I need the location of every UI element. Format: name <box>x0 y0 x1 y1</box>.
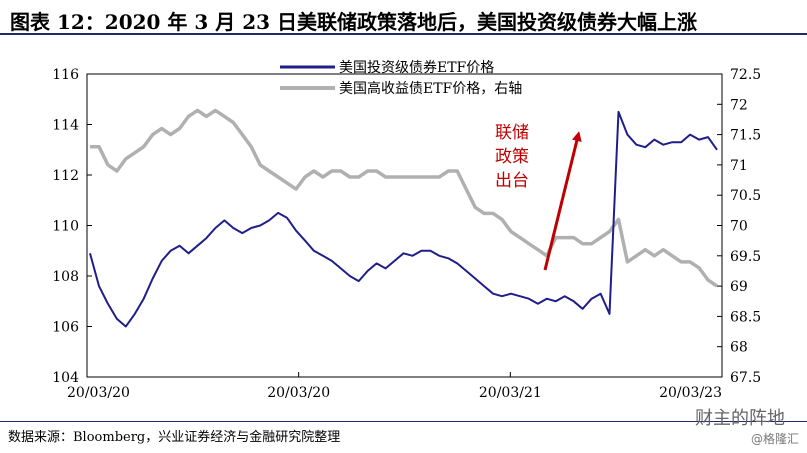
watermark-handle: @格隆汇 <box>750 432 799 446</box>
x-tick-label: 20/03/23 <box>659 385 722 401</box>
right-tick-label: 69.5 <box>730 249 761 265</box>
left-tick-label: 106 <box>52 320 79 336</box>
right-tick-label: 67.5 <box>730 370 761 386</box>
legend: 美国投资级债券ETF价格 美国高收益债ETF价格，右轴 <box>280 60 522 97</box>
right-tick-label: 70 <box>730 219 748 235</box>
right-tick-label: 71 <box>730 158 748 174</box>
right-tick-label: 72.5 <box>730 67 761 83</box>
x-axis: 20/03/20 20/03/20 20/03/21 20/03/23 <box>67 372 723 401</box>
source-note: 数据来源：Bloomberg，兴业证券经济与金融研究院整理 <box>8 430 341 445</box>
annotation-line: 出台 <box>495 171 529 191</box>
series-layer <box>89 108 718 328</box>
annotation-arrow <box>543 131 582 271</box>
legend-label-ig: 美国投资级债券ETF价格 <box>339 60 494 76</box>
right-tick-label: 68 <box>730 340 748 356</box>
left-tick-label: 114 <box>52 118 79 134</box>
left-tick-label: 108 <box>52 269 79 285</box>
x-tick-label: 20/03/21 <box>479 385 542 401</box>
right-tick-label: 70.5 <box>730 188 761 204</box>
plot-frame <box>86 73 723 378</box>
right-tick-label: 68.5 <box>730 309 761 325</box>
figure-title: 图表 12：2020 年 3 月 23 日美联储政策落地后，美国投资级债券大幅上… <box>10 10 698 34</box>
right-tick-label: 71.5 <box>730 128 761 144</box>
left-tick-label: 112 <box>52 168 79 184</box>
series-line-hy <box>90 108 718 288</box>
right-tick-label: 72 <box>730 97 748 113</box>
left-tick-label: 104 <box>52 370 79 386</box>
title-rule <box>0 33 807 35</box>
legend-label-hy: 美国高收益债ETF价格，右轴 <box>339 80 522 97</box>
watermark: 财主的阵地 <box>695 408 785 429</box>
left-tick-label: 110 <box>52 219 79 235</box>
annotation: 联储政策出台 <box>495 123 582 271</box>
right-tick-label: 69 <box>730 279 748 295</box>
source-rule <box>0 421 807 422</box>
left-tick-label: 116 <box>52 67 79 83</box>
right-axis: 67.5 68 68.5 69 69.5 70 70.5 71 71.5 72 72.5 <box>717 67 761 386</box>
x-tick-label: 20/03/20 <box>67 385 130 401</box>
annotation-text: 联储政策出台 <box>495 123 529 191</box>
annotation-line: 政策 <box>495 147 529 167</box>
x-tick-label: 20/03/20 <box>267 385 330 401</box>
series-line-ig <box>89 110 718 328</box>
left-axis: 104 106 108 110 112 114 116 <box>52 67 92 386</box>
annotation-line: 联储 <box>495 123 529 143</box>
